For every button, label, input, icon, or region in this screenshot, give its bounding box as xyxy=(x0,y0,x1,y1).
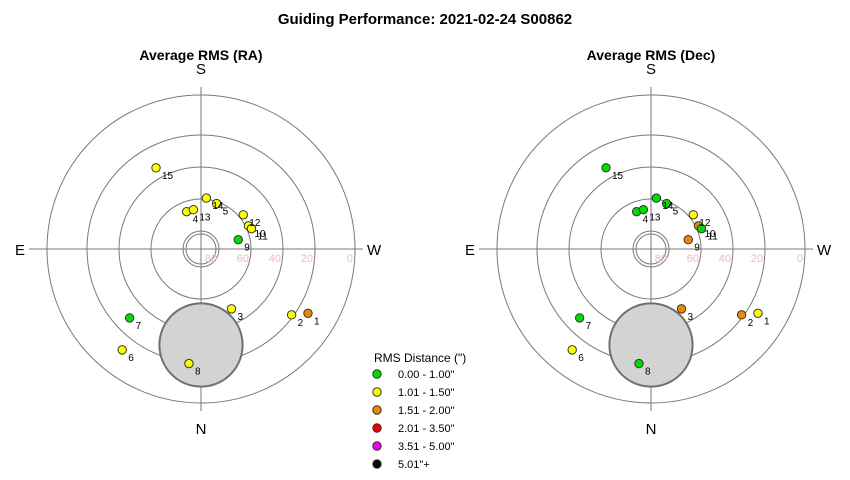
data-point-8 xyxy=(634,358,644,369)
polar-chart-2: Average RMS (Dec)SNE W80 60 40 20 01234567891… xyxy=(465,47,832,438)
legend-swatch xyxy=(372,405,382,415)
data-point-label: 6 xyxy=(578,353,584,364)
data-point-label: 6 xyxy=(128,353,134,364)
legend-swatch xyxy=(372,423,382,433)
legend-swatch xyxy=(372,441,382,451)
altitude-tick-label: 60 xyxy=(687,253,699,265)
legend-swatch xyxy=(372,369,382,379)
data-point-label: 1 xyxy=(314,316,320,327)
data-point-2 xyxy=(286,310,297,320)
legend-label: 1.51 - 2.00" xyxy=(398,405,455,417)
data-point-5 xyxy=(211,198,222,209)
data-point-14 xyxy=(651,193,662,203)
legend-label: 3.51 - 5.00" xyxy=(398,441,455,453)
data-point-7 xyxy=(124,313,135,323)
data-point-1 xyxy=(753,308,763,318)
data-point-label: 14 xyxy=(212,201,224,212)
chart-title: Average RMS (RA) xyxy=(139,47,262,63)
data-point-9 xyxy=(233,235,243,245)
data-point-13 xyxy=(638,205,649,215)
data-point-label: 1 xyxy=(764,316,770,327)
data-point-3 xyxy=(226,304,237,314)
altitude-tick-label: 40 xyxy=(719,253,731,265)
data-point-label: 2 xyxy=(748,318,754,329)
direction-label-top: S xyxy=(196,61,206,78)
data-point-11 xyxy=(246,223,257,234)
data-point-label: 12 xyxy=(699,218,711,229)
data-point-9 xyxy=(683,235,693,245)
data-point-8 xyxy=(184,358,194,369)
data-point-label: 13 xyxy=(649,213,661,224)
data-point-label: 2 xyxy=(298,318,304,329)
legend-label: 0.00 - 1.00" xyxy=(398,369,455,381)
data-point-label: 10 xyxy=(704,229,716,240)
altitude-tick-label: 0 xyxy=(797,253,803,265)
data-point-label: 9 xyxy=(694,243,700,254)
data-point-label: 3 xyxy=(238,312,244,323)
data-point-label: 14 xyxy=(662,201,674,212)
altitude-tick-label: 20 xyxy=(751,253,763,265)
legend-label: 1.01 - 1.50" xyxy=(398,387,455,399)
legend-label: 5.01"+ xyxy=(398,459,430,471)
direction-label-left: E xyxy=(465,242,475,259)
data-point-6 xyxy=(117,345,127,355)
data-point-label: 11 xyxy=(257,232,268,243)
data-point-3 xyxy=(676,304,687,314)
chart-title: Average RMS (Dec) xyxy=(587,47,716,63)
altitude-tick-label: 80 xyxy=(655,253,667,265)
polar-chart-1: Average RMS (RA)S N E W 80 60 40 20 0 12 3 4 5 6 7 8 9 10… xyxy=(15,47,382,438)
direction-label-right: W xyxy=(817,242,832,259)
data-point-12 xyxy=(238,210,248,220)
data-point-label: 15 xyxy=(612,171,624,182)
altitude-tick-label: 60 xyxy=(237,253,249,265)
data-point-label: 9 xyxy=(244,243,250,254)
altitude-tick-label: 0 xyxy=(347,253,353,265)
data-point-1 xyxy=(303,308,313,318)
data-point-11 xyxy=(696,223,707,234)
data-point-label: 5 xyxy=(673,207,679,218)
data-point-15 xyxy=(151,163,161,173)
data-point-5 xyxy=(661,198,672,209)
data-point-label: 15 xyxy=(162,171,174,182)
data-point-15 xyxy=(601,163,611,173)
polar-charts: Average RMS (RA)SNE W80 60 40 20 012345678910… xyxy=(15,47,832,438)
direction-label-left: E xyxy=(15,242,25,259)
data-point-label: 5 xyxy=(223,207,229,218)
data-point-label: 8 xyxy=(195,367,201,378)
altitude-tick-label: 80 xyxy=(205,253,217,265)
data-point-14 xyxy=(201,193,212,203)
data-point-7 xyxy=(574,313,585,323)
moon-disc xyxy=(608,302,694,388)
direction-label-bottom: N xyxy=(196,421,207,438)
data-point-6 xyxy=(567,345,577,355)
direction-label-top: S xyxy=(646,61,656,78)
data-point-label: 8 xyxy=(645,367,651,378)
data-point-label: 11 xyxy=(707,232,718,243)
data-point-label: 12 xyxy=(249,218,261,229)
data-point-13 xyxy=(188,205,199,215)
data-point-label: 3 xyxy=(688,312,694,323)
figure-title: Guiding Performance: 2021-02-24 S00862 xyxy=(278,11,572,28)
legend-swatch xyxy=(372,387,382,397)
data-point-label: 7 xyxy=(136,321,142,332)
data-point-label: 10 xyxy=(254,229,266,240)
direction-label-bottom: N xyxy=(646,421,657,438)
data-point-2 xyxy=(736,310,747,320)
data-point-label: 4 xyxy=(193,215,199,226)
legend-label: 2.01 - 3.50" xyxy=(398,423,455,435)
data-point-label: 7 xyxy=(586,321,592,332)
legend-swatch xyxy=(372,459,382,469)
moon-disc xyxy=(158,302,244,388)
data-point-label: 4 xyxy=(643,215,649,226)
direction-label-right: W xyxy=(367,242,382,259)
legend-title: RMS Distance (") xyxy=(374,351,466,365)
altitude-tick-label: 40 xyxy=(269,253,281,265)
data-point-12 xyxy=(688,210,698,220)
altitude-tick-label: 20 xyxy=(301,253,313,265)
data-point-label: 13 xyxy=(199,213,211,224)
legend: RMS Distance (") 0.00 - 1.00" 1.01 - 1.50"… xyxy=(372,351,466,471)
